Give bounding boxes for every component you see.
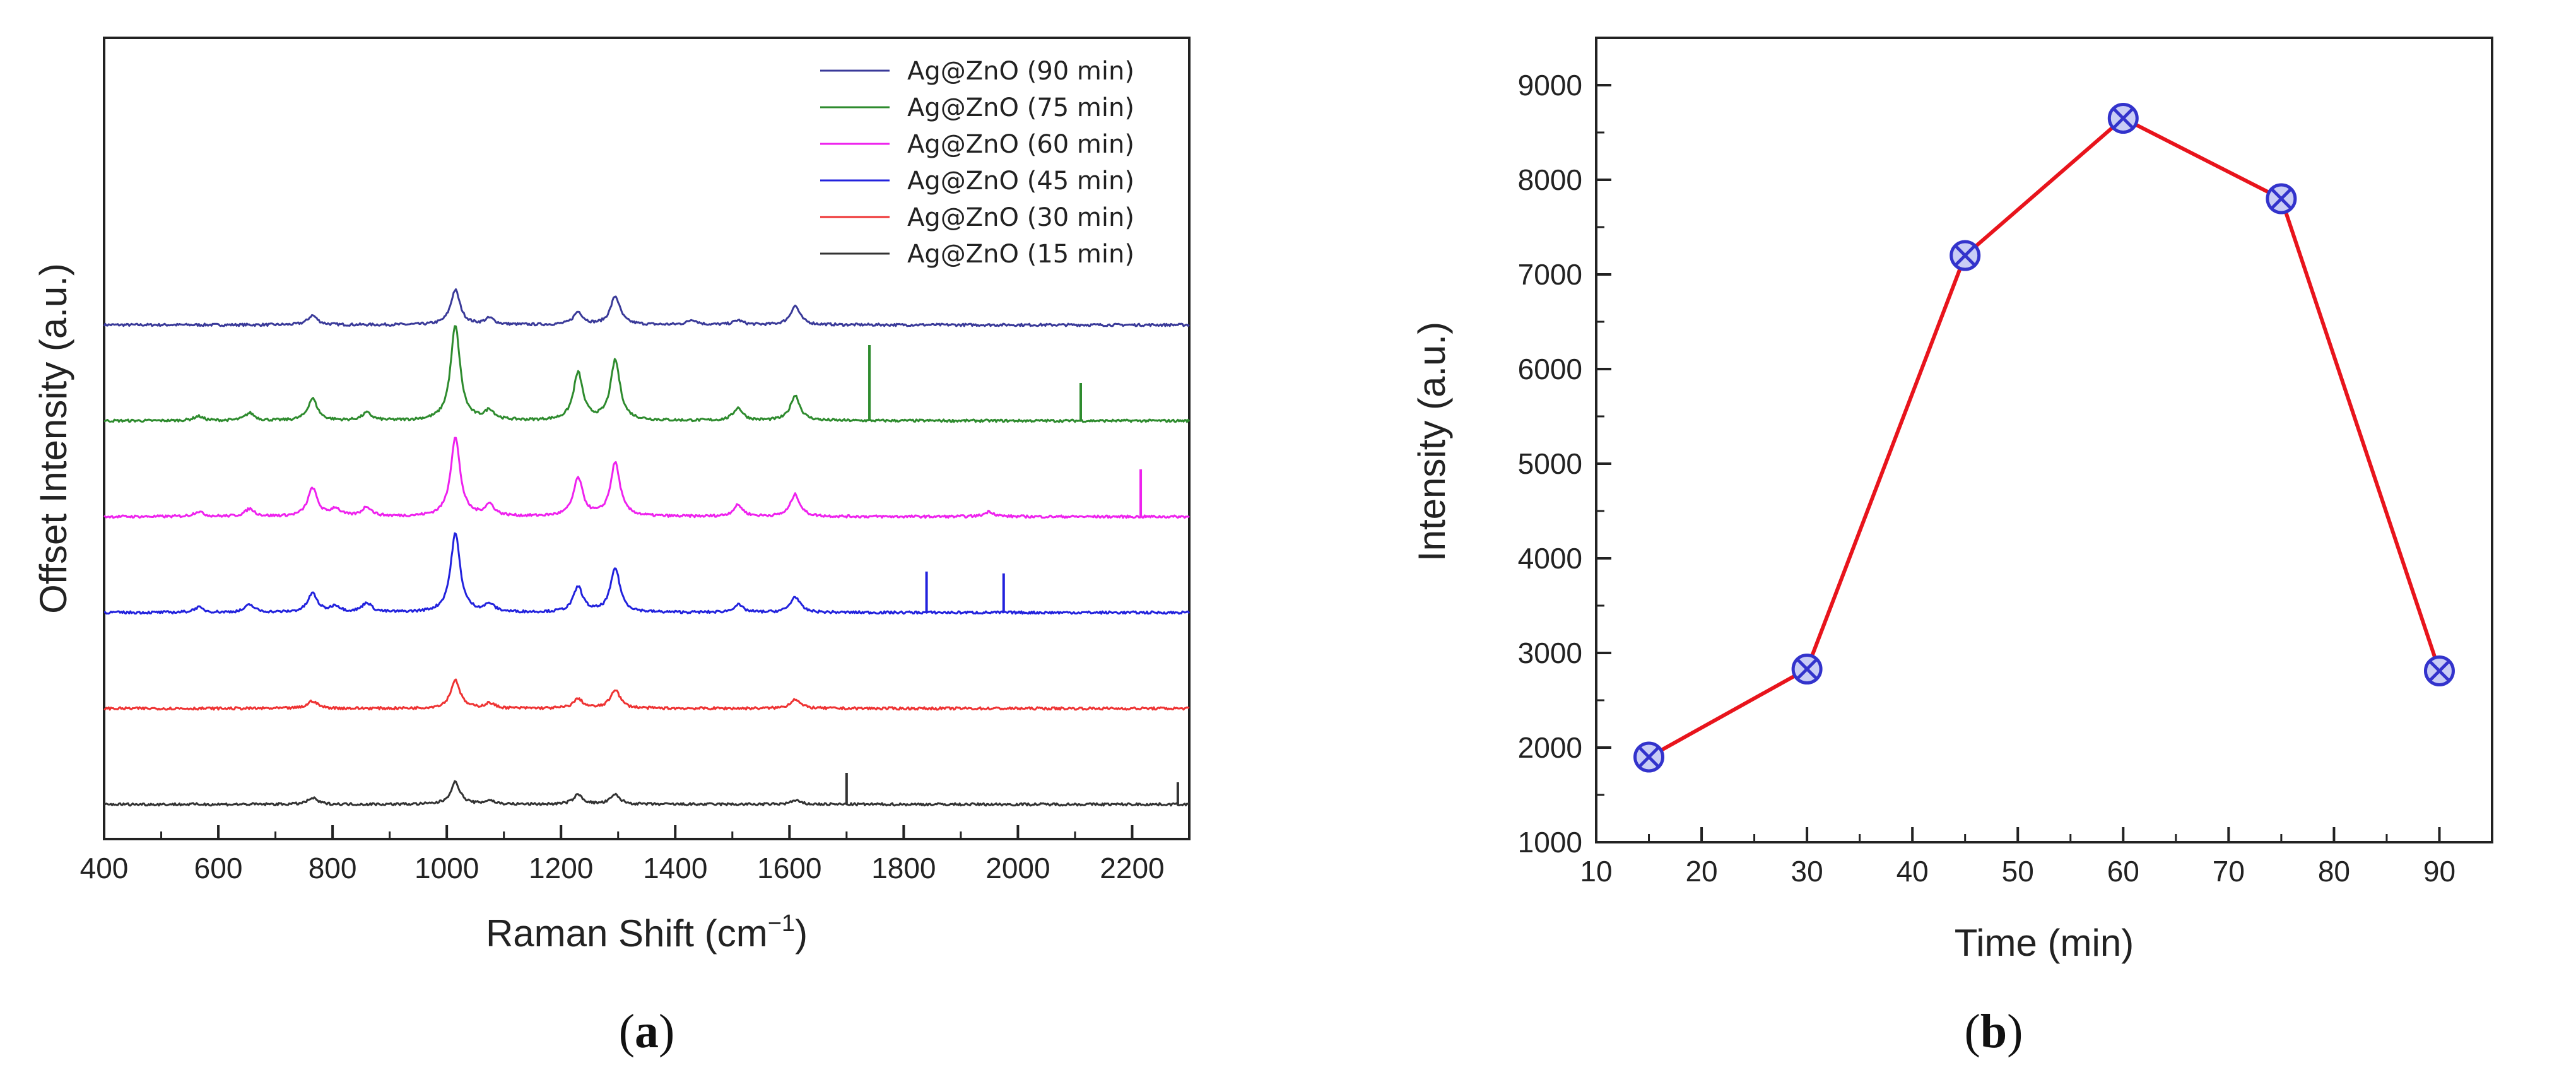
time-x-tick-label: 40 xyxy=(1897,855,1929,888)
intensity-y-tick-label: 6000 xyxy=(1518,353,1582,385)
time-x-tick-label: 80 xyxy=(2318,855,2350,888)
intensity-data-point xyxy=(2266,183,2297,214)
intensity-y-tick-label: 1000 xyxy=(1518,826,1582,859)
raman-x-tick-label: 1000 xyxy=(415,852,479,884)
legend-entry: Ag@ZnO (30 min) xyxy=(907,203,1134,232)
raman-x-ticks: 400 600 800 1000 1200 1400 1600 1800 2000 2200 xyxy=(80,825,1165,884)
raman-y-axis-title: Offset Intensity (a.u.) xyxy=(32,263,74,614)
intensity-plot-frame xyxy=(1595,37,2493,843)
intensity-vs-time-chart: 10 20 30 40 50 60 70 80 90 1000 2000 3000 4000 5000 6… xyxy=(1411,37,2493,1058)
raman-x-tick-label: 2000 xyxy=(985,852,1050,884)
intensity-y-tick-label: 2000 xyxy=(1518,731,1582,764)
intensity-y-tick-label: 8000 xyxy=(1518,163,1582,196)
raman-series-line xyxy=(103,780,1190,807)
intensity-y-tick-label: 9000 xyxy=(1518,69,1582,102)
time-x-tick-label: 70 xyxy=(2213,855,2245,888)
raman-series-line xyxy=(103,532,1191,615)
raman-x-tick-label: 1200 xyxy=(529,852,593,884)
intensity-series-line xyxy=(1648,115,2442,759)
intensity-data-point xyxy=(2423,655,2455,686)
intensity-data-point xyxy=(1633,741,1665,773)
intensity-y-ticks: 1000 2000 3000 4000 5000 6000 7000 8000 9000 xyxy=(1518,69,1611,859)
legend-entry: Ag@ZnO (90 min) xyxy=(907,57,1134,86)
raman-series-line xyxy=(103,437,1190,519)
time-x-tick-label: 30 xyxy=(1791,855,1823,888)
raman-series-line xyxy=(103,678,1190,711)
raman-legend: Ag@ZnO (90 min) Ag@ZnO (75 min) Ag@ZnO (60… xyxy=(820,57,1134,269)
legend-entry: Ag@ZnO (60 min) xyxy=(907,130,1134,159)
intensity-data-point xyxy=(2107,103,2139,134)
time-x-tick-label: 20 xyxy=(1685,855,1717,888)
raman-series-line xyxy=(103,325,1191,423)
intensity-y-axis-title: Intensity (a.u.) xyxy=(1411,322,1453,561)
intensity-data-point xyxy=(1950,240,1981,271)
raman-plot-frame xyxy=(103,37,1191,840)
intensity-series-group xyxy=(1633,103,2455,773)
time-x-axis-title: Time (min) xyxy=(1955,922,2134,964)
time-x-tick-label: 90 xyxy=(2423,855,2455,888)
legend-entry: Ag@ZnO (15 min) xyxy=(907,240,1134,269)
raman-x-tick-label: 800 xyxy=(309,852,357,884)
raman-series-group xyxy=(103,288,1191,807)
legend-entry: Ag@ZnO (45 min) xyxy=(907,167,1134,196)
raman-spectra-chart: 400 600 800 1000 1200 1400 1600 1800 2000 2200 Ag… xyxy=(32,37,1191,1058)
panel-a-label: (a) xyxy=(619,1005,675,1058)
intensity-y-tick-label: 3000 xyxy=(1518,637,1582,669)
raman-x-tick-label: 1800 xyxy=(871,852,936,884)
time-x-tick-label: 50 xyxy=(2002,855,2034,888)
legend-entry: Ag@ZnO (75 min) xyxy=(907,93,1134,122)
intensity-y-tick-label: 5000 xyxy=(1518,447,1582,480)
time-x-tick-label: 10 xyxy=(1580,855,1612,888)
intensity-y-tick-label: 7000 xyxy=(1518,258,1582,291)
raman-x-tick-label: 600 xyxy=(194,852,243,884)
raman-x-axis-title: Raman Shift (cm−1) xyxy=(486,910,808,955)
raman-series-line xyxy=(103,288,1191,327)
raman-x-tick-label: 1600 xyxy=(757,852,821,884)
raman-x-tick-label: 400 xyxy=(80,852,129,884)
intensity-data-point xyxy=(1791,654,1823,684)
time-x-ticks: 10 20 30 40 50 60 70 80 90 xyxy=(1580,827,2455,888)
intensity-y-tick-label: 4000 xyxy=(1518,542,1582,575)
raman-x-tick-label: 2200 xyxy=(1100,852,1164,884)
raman-x-tick-label: 1400 xyxy=(643,852,707,884)
time-x-tick-label: 60 xyxy=(2107,855,2139,888)
panel-b-label: (b) xyxy=(1965,1005,2023,1058)
